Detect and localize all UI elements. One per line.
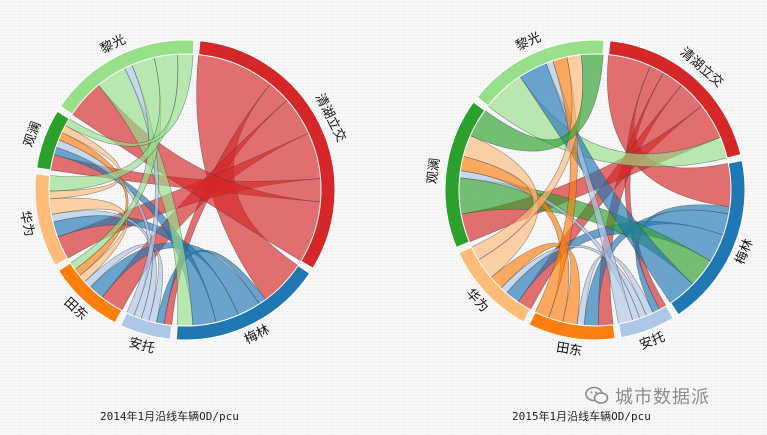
group-label: 田东 [555, 340, 583, 359]
group-arc-安托 [618, 305, 675, 339]
group-arc-黎光 [59, 39, 195, 115]
wechat-icon [585, 386, 609, 404]
chart-title-2015: 2015年1月沿线车辆OD/pcu [512, 410, 651, 423]
group-arc-观澜 [444, 101, 486, 249]
group-arc-梅林 [175, 264, 311, 341]
group-arc-华为 [34, 173, 69, 267]
group-label: 安托 [638, 330, 668, 353]
group-arc-梅林 [669, 159, 746, 316]
group-arc-清湖立交 [198, 40, 336, 270]
group-label: 安托 [127, 335, 156, 356]
group-arc-清湖立交 [608, 40, 742, 159]
group-label: 观澜 [425, 157, 443, 185]
group-arc-安托 [119, 312, 173, 340]
group-arc-田东 [528, 311, 616, 341]
ribbons [48, 53, 322, 327]
ribbons [458, 53, 732, 327]
group-arc-黎光 [476, 39, 605, 107]
group-label: 观澜 [21, 120, 44, 150]
chart-title-2014: 2014年1月沿线车辆OD/pcu [100, 410, 239, 423]
group-arc-田东 [57, 262, 123, 324]
watermark-text: 城市数据派 [615, 387, 710, 408]
group-arc-华为 [458, 246, 532, 323]
group-label: 华为 [17, 209, 37, 238]
group-arc-观澜 [36, 110, 70, 171]
watermark: 城市数据派 [585, 383, 710, 409]
